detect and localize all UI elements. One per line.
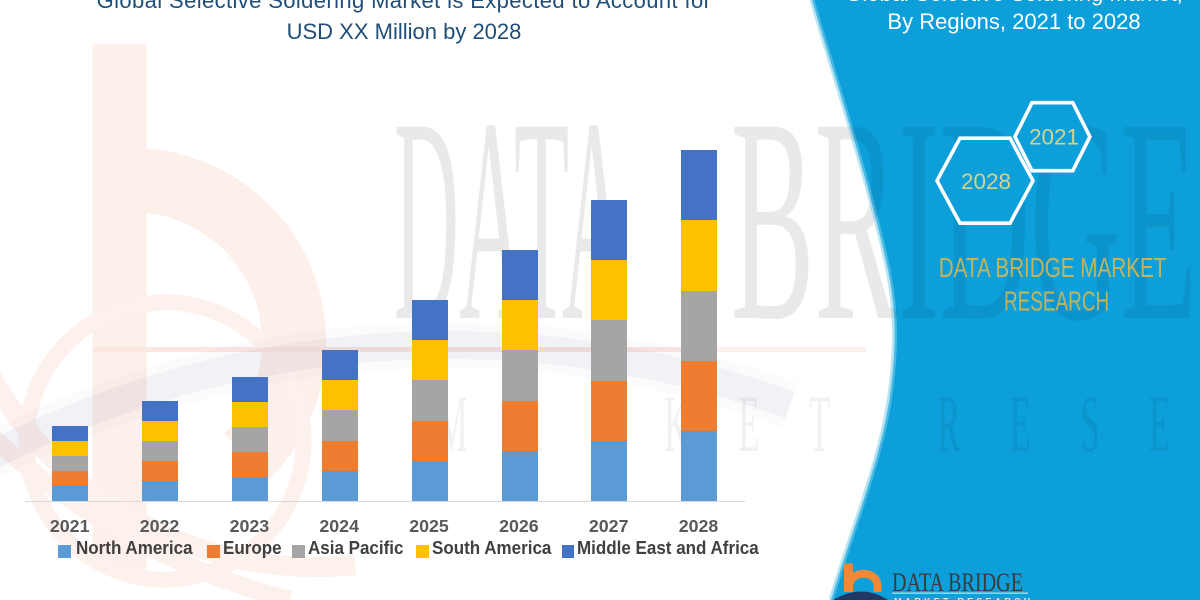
svg-text:DATA BRIDGE: DATA BRIDGE [892, 567, 1023, 596]
svg-text:MARKET RESEARCH: MARKET RESEARCH [894, 597, 1034, 600]
svg-text:2028: 2028 [961, 169, 1011, 194]
svg-text:RESEARCH: RESEARCH [1004, 286, 1109, 317]
svg-text:2021: 2021 [1029, 125, 1079, 150]
svg-text:DATA BRIDGE MARKET: DATA BRIDGE MARKET [939, 252, 1167, 283]
